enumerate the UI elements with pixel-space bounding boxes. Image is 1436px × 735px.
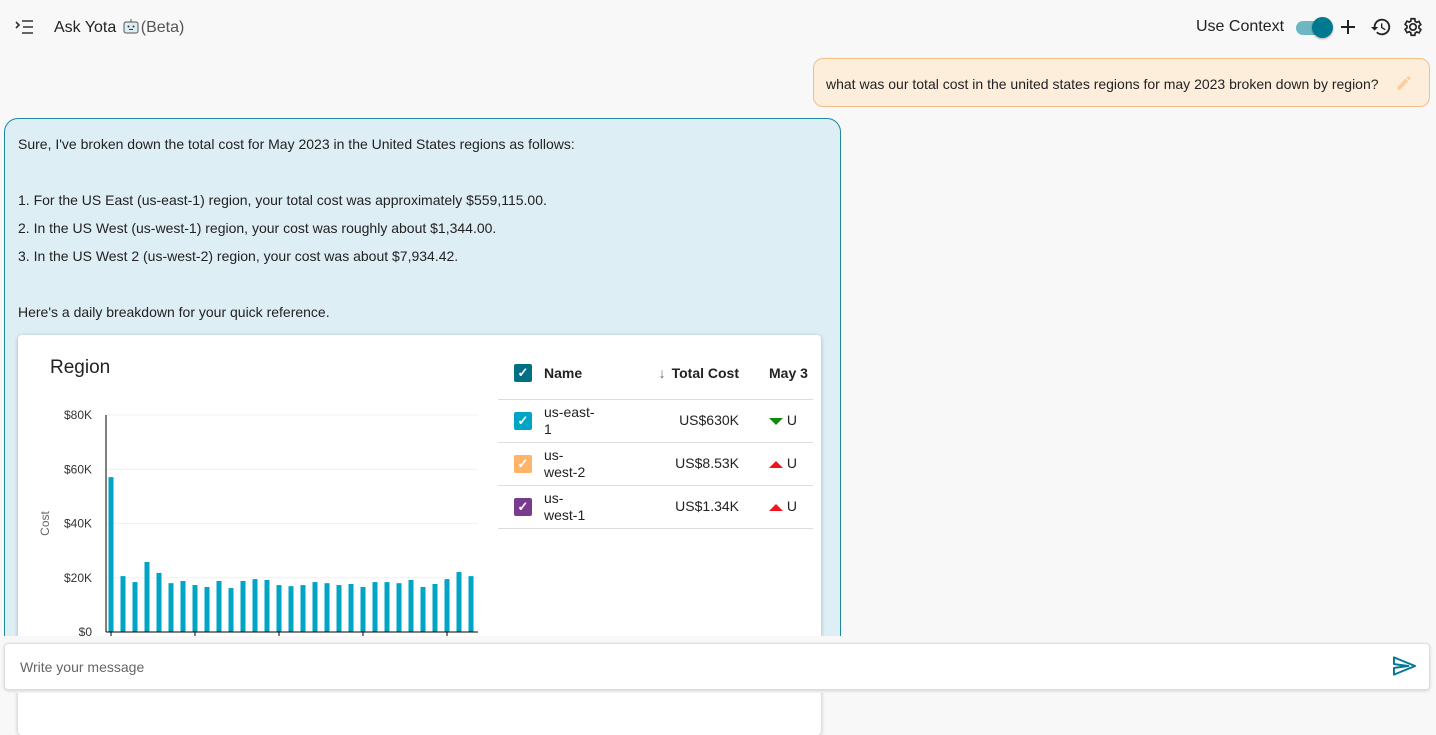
table-row[interactable]: ✓ us-west-2 US$8.53K U (498, 442, 813, 486)
table-row[interactable]: ✓ us-east-1 US$630K U (498, 399, 813, 443)
user-message-text: what was our total cost in the united st… (826, 76, 1379, 92)
assistant-intro: Sure, I've broken down the total cost fo… (18, 136, 575, 152)
new-chat-icon[interactable] (1339, 18, 1357, 41)
message-input[interactable] (4, 643, 1430, 690)
use-context-label: Use Context (1196, 18, 1285, 35)
bar (300, 585, 306, 632)
bar (396, 583, 402, 632)
bar (360, 586, 366, 632)
select-all-checkbox[interactable]: ✓ (514, 363, 532, 382)
beta-label: (Beta) (140, 19, 185, 36)
bar (288, 586, 294, 632)
table-row[interactable]: ✓ us-west-1 US$1.34K U (498, 485, 813, 529)
total-cost: US$630K (639, 399, 749, 443)
bar (264, 579, 270, 632)
total-cost-header-label: Total Cost (671, 364, 739, 381)
app-title: Ask Yota (Beta) (54, 18, 184, 37)
bar (372, 582, 378, 632)
total-cost: US$1.34K (639, 485, 749, 529)
bar (348, 583, 354, 632)
bar (408, 579, 414, 632)
bar (120, 576, 126, 632)
region-table: ✓ Name ↓ Total Cost May 3 ✓ us-east-1 US$… (498, 347, 813, 529)
bar (228, 588, 234, 632)
bar (156, 572, 162, 632)
settings-icon[interactable] (1402, 16, 1424, 43)
y-tick-label: $20K (64, 571, 92, 585)
name-header[interactable]: Name (544, 347, 639, 400)
bar (216, 581, 222, 632)
bar (420, 586, 426, 632)
may-cell: U (786, 498, 798, 514)
bar (204, 586, 210, 632)
may-cell: U (786, 455, 798, 471)
region-name: us-east-1 (544, 399, 639, 443)
bar (192, 585, 198, 632)
answer-item: 2. In the US West (us-west-1) region, yo… (18, 220, 497, 236)
robot-icon (121, 19, 141, 36)
assistant-outro: Here's a daily breakdown for your quick … (18, 304, 330, 320)
sort-down-icon: ↓ (658, 364, 666, 381)
use-context-toggle[interactable] (1296, 17, 1334, 38)
send-icon[interactable] (1393, 656, 1416, 681)
bar (240, 581, 246, 632)
menu-toggle-icon[interactable] (15, 17, 35, 37)
user-message: what was our total cost in the united st… (813, 58, 1430, 107)
y-tick-label: $0 (79, 625, 93, 639)
edit-icon[interactable] (1395, 74, 1413, 95)
region-name: us-west-2 (544, 442, 639, 486)
bar (276, 585, 282, 632)
bar (108, 477, 114, 632)
row-checkbox[interactable]: ✓ (514, 411, 532, 430)
bar (312, 582, 318, 632)
row-checkbox[interactable]: ✓ (514, 454, 532, 473)
trend-down-icon (769, 418, 783, 425)
may-column-header[interactable]: May 3 (749, 347, 813, 400)
bar (324, 583, 330, 632)
bar (468, 576, 474, 632)
bar (252, 579, 258, 632)
row-checkbox[interactable]: ✓ (514, 497, 532, 516)
app-name: Ask Yota (54, 19, 117, 36)
bar (456, 572, 462, 632)
answer-item: 1. For the US East (us-east-1) region, y… (18, 192, 547, 208)
bar (384, 582, 390, 632)
bar-chart: $0 $20K $40K $60K $80K Cost (38, 408, 478, 639)
composer (0, 636, 1436, 693)
assistant-message: Sure, I've broken down the total cost fo… (4, 118, 841, 735)
y-tick-label: $60K (64, 462, 92, 476)
may-cell: U (786, 412, 798, 428)
total-cost-header[interactable]: ↓ Total Cost (639, 347, 749, 400)
bar (132, 582, 138, 632)
chart-title: Region (50, 357, 111, 378)
bar (180, 581, 186, 632)
region-name: us-west-1 (544, 485, 639, 529)
history-icon[interactable] (1370, 16, 1392, 43)
y-tick-label: $80K (64, 408, 92, 422)
trend-up-icon (769, 461, 783, 468)
answer-item: 3. In the US West 2 (us-west-2) region, … (18, 248, 459, 264)
total-cost: US$8.53K (639, 442, 749, 486)
y-tick-label: $40K (64, 517, 92, 531)
bar (168, 583, 174, 632)
y-axis-label: Cost (38, 511, 52, 536)
bar (432, 583, 438, 632)
bar (336, 585, 342, 632)
trend-up-icon (769, 504, 783, 511)
bar (144, 562, 150, 632)
bar (444, 579, 450, 632)
